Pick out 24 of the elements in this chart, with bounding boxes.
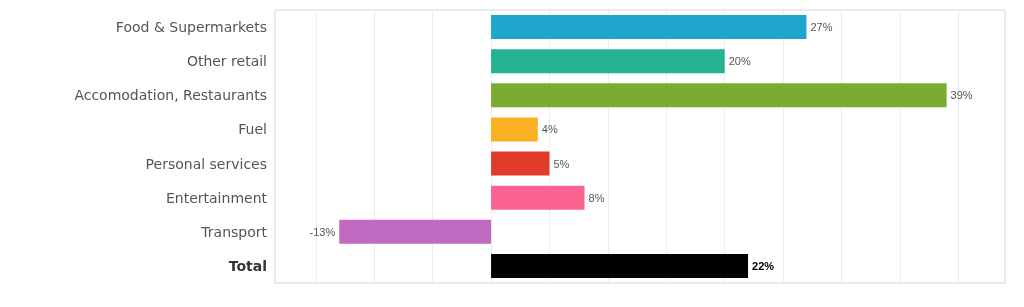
y-tick-label: Total bbox=[228, 257, 267, 274]
data-label: 39% bbox=[950, 89, 973, 102]
y-tick-label: Food & Supermarkets bbox=[115, 19, 267, 36]
bar bbox=[491, 15, 807, 40]
y-tick-label: Personal services bbox=[145, 155, 267, 172]
data-label: 22% bbox=[752, 259, 775, 272]
bar bbox=[491, 185, 585, 210]
data-label: 4% bbox=[541, 123, 558, 136]
bar bbox=[491, 117, 538, 142]
data-label: 27% bbox=[810, 21, 833, 34]
y-tick-label: Transport bbox=[200, 223, 268, 240]
y-tick-label: Entertainment bbox=[165, 189, 268, 206]
bar bbox=[491, 83, 947, 108]
y-tick-label: Accomodation, Restaurants bbox=[74, 87, 267, 104]
data-label: 20% bbox=[728, 55, 751, 68]
data-label: 5% bbox=[553, 157, 570, 170]
bar bbox=[491, 49, 725, 74]
bar bbox=[491, 151, 550, 176]
y-tick-label: Other retail bbox=[186, 53, 267, 70]
bar bbox=[491, 253, 749, 278]
y-tick-label: Fuel bbox=[238, 121, 267, 138]
data-label: -13% bbox=[309, 225, 336, 238]
bar bbox=[339, 219, 492, 244]
data-label: 8% bbox=[588, 191, 605, 204]
